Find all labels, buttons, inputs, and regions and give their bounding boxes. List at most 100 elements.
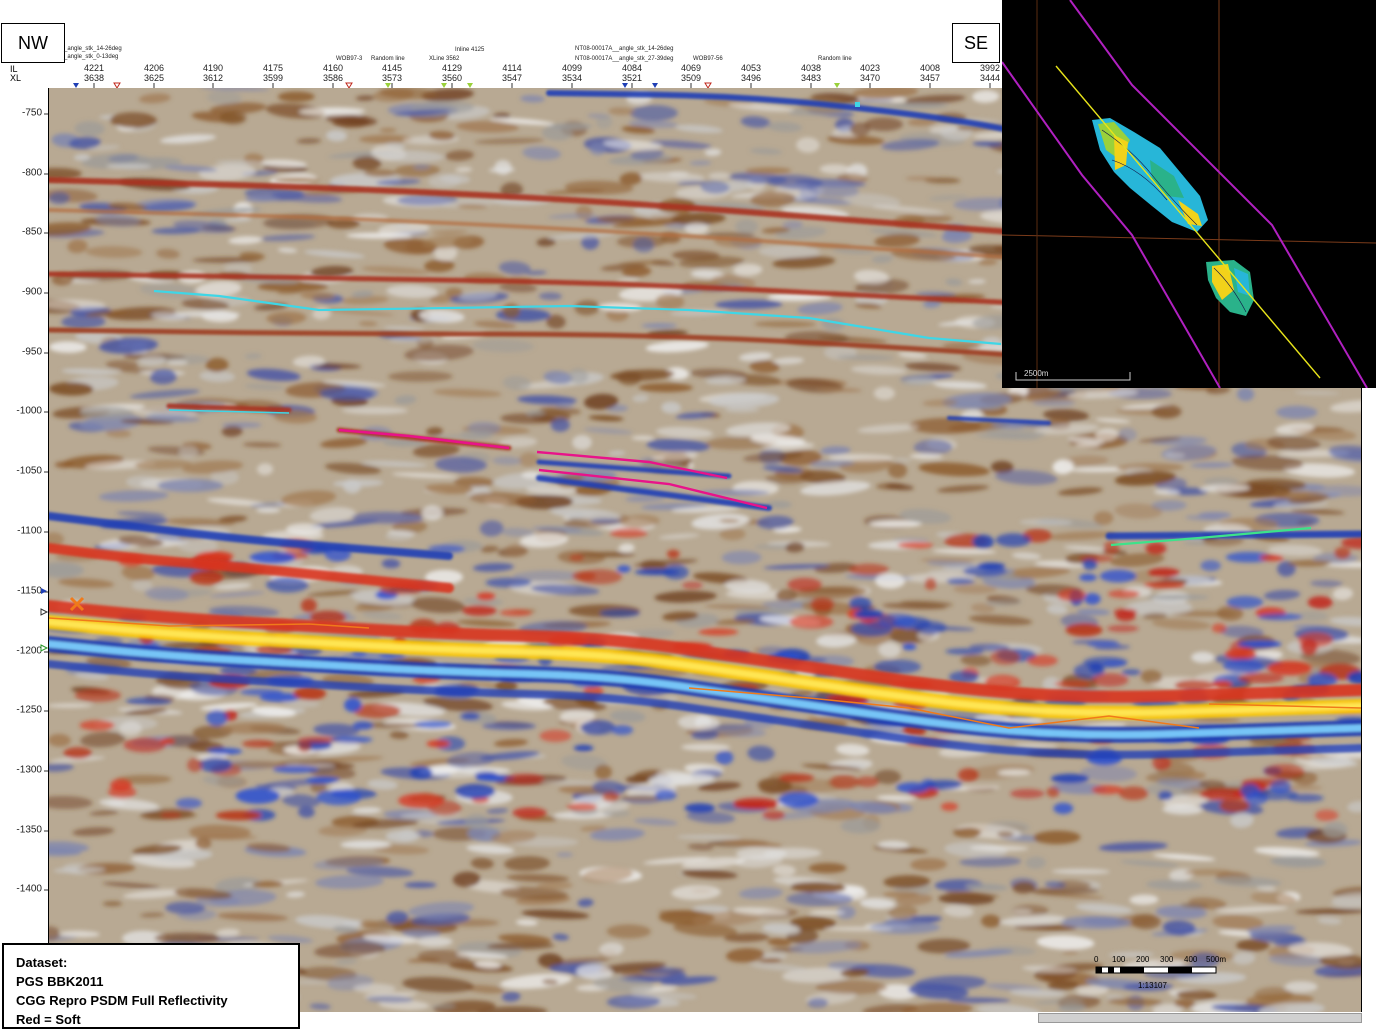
texture-blob xyxy=(628,119,679,128)
texture-blob xyxy=(686,810,736,824)
texture-blob xyxy=(119,721,142,737)
horizontal-scrollbar[interactable] xyxy=(1038,1013,1362,1023)
texture-blob xyxy=(61,368,120,375)
orange-horizon-pick xyxy=(688,687,1200,729)
texture-blob-hot xyxy=(1238,640,1282,648)
texture-blob xyxy=(807,997,829,1008)
texture-blob xyxy=(379,128,397,133)
texture-blob-hot xyxy=(462,605,497,616)
texture-blob xyxy=(733,263,763,276)
side-markers xyxy=(40,588,49,652)
texture-blob xyxy=(1075,903,1133,914)
intersection-label: Random line xyxy=(371,56,405,62)
texture-blob xyxy=(676,834,741,840)
texture-blob xyxy=(749,148,783,155)
texture-blob xyxy=(418,309,465,323)
texture-blob-hot xyxy=(352,721,373,730)
texture-blob xyxy=(190,833,258,840)
texture-blob xyxy=(499,887,569,901)
texture-blob xyxy=(206,497,266,506)
texture-blob xyxy=(1025,856,1046,869)
texture-blob xyxy=(501,991,521,1002)
texture-blob xyxy=(426,427,443,436)
texture-blob-hot xyxy=(1053,802,1074,815)
texture-blob xyxy=(1231,455,1304,471)
texture-blob xyxy=(728,374,782,386)
texture-blob xyxy=(151,311,186,322)
texture-blob xyxy=(953,827,982,838)
texture-blob xyxy=(221,425,243,437)
texture-blob xyxy=(809,910,845,915)
texture-blob xyxy=(1138,437,1182,443)
texture-blob xyxy=(881,138,940,151)
texture-blob xyxy=(581,234,599,250)
texture-blob-hot xyxy=(1092,673,1129,687)
magenta-horizon-pick xyxy=(538,468,768,510)
texture-blob-hot xyxy=(923,780,963,790)
texture-blob-hot xyxy=(330,735,373,744)
texture-blob xyxy=(658,533,700,540)
texture-blob-hot xyxy=(272,765,319,773)
texture-blob-hot xyxy=(1200,560,1221,572)
texture-blob xyxy=(536,237,556,247)
texture-blob xyxy=(53,867,106,874)
texture-blob xyxy=(280,490,337,507)
location-map-inset[interactable]: 2500m xyxy=(1002,0,1376,388)
texture-blob-hot xyxy=(654,789,677,801)
texture-blob xyxy=(531,526,582,533)
intersection-marker xyxy=(385,83,391,88)
intersection-label: NT08-00017A__angle_stk_27-39deg xyxy=(575,56,674,62)
texture-blob xyxy=(1198,511,1232,519)
texture-blob xyxy=(464,813,489,829)
seismic-section[interactable] xyxy=(48,88,1362,1012)
texture-blob xyxy=(209,591,266,598)
dataset-info-box: Dataset: PGS BBK2011 CGG Repro PSDM Full… xyxy=(2,943,300,1029)
texture-blob xyxy=(472,563,514,572)
map-canvas: 2500m xyxy=(1002,0,1376,388)
texture-blob xyxy=(314,942,386,958)
texture-blob xyxy=(500,973,572,989)
texture-blob xyxy=(589,142,606,156)
texture-blob xyxy=(1057,880,1092,889)
texture-blob-hot xyxy=(195,551,234,562)
texture-blob xyxy=(1036,935,1095,950)
texture-blob-hot xyxy=(316,789,362,806)
texture-blob-hot xyxy=(1211,623,1227,633)
texture-blob xyxy=(363,169,397,178)
texture-blob xyxy=(463,597,504,606)
texture-blob xyxy=(606,924,651,939)
texture-blob xyxy=(654,590,717,603)
intersection-marker xyxy=(113,82,121,88)
texture-blob-hot xyxy=(569,554,584,561)
scale-bar: 0 100 200 300 400 500m 1:13107 xyxy=(1094,955,1226,995)
texture-blob xyxy=(1095,418,1131,423)
texture-blob xyxy=(719,518,740,524)
texture-blob-hot xyxy=(902,644,917,650)
texture-blob xyxy=(758,958,783,963)
texture-blob-hot xyxy=(300,598,317,613)
texture-blob xyxy=(455,166,473,173)
texture-blob xyxy=(85,246,143,258)
texture-blob xyxy=(1151,618,1211,630)
texture-blob xyxy=(1287,559,1332,567)
texture-blob xyxy=(472,339,534,353)
texture-blob xyxy=(267,935,314,944)
texture-blob xyxy=(723,933,770,943)
texture-blob xyxy=(1146,879,1203,890)
texture-blob xyxy=(49,733,71,747)
texture-blob xyxy=(1275,423,1315,435)
texture-blob xyxy=(200,88,270,92)
texture-blob xyxy=(394,395,417,405)
texture-blob xyxy=(608,450,626,456)
texture-blob xyxy=(641,323,677,329)
texture-blob xyxy=(1232,952,1256,965)
texture-blob xyxy=(89,810,119,816)
texture-blob xyxy=(725,948,765,963)
depth-tick: -1050 xyxy=(16,465,50,477)
texture-blob xyxy=(797,302,843,315)
depth-tick: -800 xyxy=(21,167,51,179)
texture-blob-hot xyxy=(1270,780,1291,794)
main-event-lightblue xyxy=(49,640,1361,739)
texture-blob xyxy=(242,442,282,448)
texture-blob-hot xyxy=(499,609,533,617)
